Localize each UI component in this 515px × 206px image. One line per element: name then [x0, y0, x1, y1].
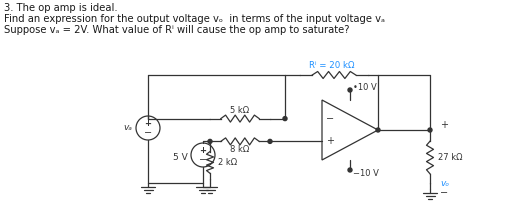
Text: 2 kΩ: 2 kΩ: [218, 158, 237, 167]
Text: vₒ: vₒ: [440, 179, 449, 187]
Text: +: +: [145, 119, 151, 128]
Text: −10 V: −10 V: [353, 169, 379, 178]
Text: −: −: [144, 128, 152, 138]
Text: vₐ: vₐ: [123, 124, 132, 132]
Circle shape: [208, 139, 212, 143]
Text: −: −: [326, 114, 334, 124]
Text: Find an expression for the output voltage vₒ  in terms of the input voltage vₐ: Find an expression for the output voltag…: [4, 14, 385, 24]
Text: 5 kΩ: 5 kΩ: [230, 106, 250, 115]
Text: +: +: [199, 146, 207, 155]
Text: Suppose vₐ = 2V. What value of Rⁱ will cause the op amp to saturate?: Suppose vₐ = 2V. What value of Rⁱ will c…: [4, 25, 350, 35]
Text: 27 kΩ: 27 kΩ: [438, 153, 462, 162]
Circle shape: [428, 128, 432, 132]
Circle shape: [348, 168, 352, 172]
Text: +: +: [326, 136, 334, 146]
Circle shape: [348, 88, 352, 92]
Circle shape: [283, 117, 287, 121]
Text: −: −: [440, 188, 448, 198]
Text: 8 kΩ: 8 kΩ: [230, 145, 250, 154]
Text: 3. The op amp is ideal.: 3. The op amp is ideal.: [4, 3, 117, 13]
Text: +: +: [440, 120, 448, 130]
Text: •10 V: •10 V: [353, 82, 377, 91]
Text: Rⁱ = 20 kΩ: Rⁱ = 20 kΩ: [309, 61, 354, 69]
Circle shape: [376, 128, 380, 132]
Text: −: −: [199, 155, 207, 165]
Text: 5 V: 5 V: [173, 153, 188, 163]
Circle shape: [268, 139, 272, 143]
